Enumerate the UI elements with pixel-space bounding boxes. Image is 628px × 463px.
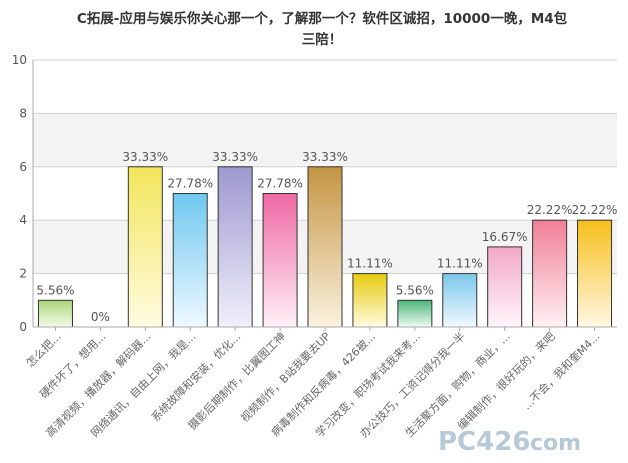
bar [172,193,208,328]
watermark-text: PC426 [438,427,530,457]
bar [487,246,523,328]
chart-title-line-2: 三陪！ [302,31,343,48]
chart-title-line-1: C拓展-应用与娱乐你关心那一个，了解那一个？软件区诚招，10000一晚，M4包 [77,10,568,27]
x-tick-label: ...不会，我和奎M4... [520,329,603,412]
data-label: 16.67% [482,230,528,244]
grid-band [33,113,617,167]
bar [397,299,433,328]
grid-band [33,60,617,114]
data-label: 33.33% [212,150,258,164]
y-tick-label: 4 [19,213,27,227]
bar [37,299,73,328]
x-tick-label: 怎么把... [23,329,64,370]
x-tick-label: 系统故障和安装，优化... [148,329,243,424]
data-label: 5.56% [36,283,74,297]
data-label: 0% [91,310,110,324]
y-tick-label: 0 [19,320,27,334]
y-tick-label: 10 [12,53,27,67]
bar [532,219,568,328]
data-label: 33.33% [122,150,168,164]
y-tick-label: 6 [19,160,27,174]
data-label: 22.22% [572,203,618,217]
bar [127,166,163,328]
bar [217,166,253,328]
data-label: 27.78% [257,177,303,191]
y-axis: 0 2 4 6 8 10 [12,53,34,334]
watermark-suffix: com [530,431,581,456]
watermark-logo: PC426 com [438,427,581,457]
x-axis: 怎么把...硬件坏了，想用...高清视频，播放器，解码器...网络通讯，自由上网… [23,326,617,440]
bars [37,166,613,328]
data-label: 27.78% [167,177,213,191]
data-label: 11.11% [437,257,483,271]
x-tick-label: 视频制作，B站我要去UP [237,329,333,425]
bar [307,166,343,328]
y-tick-label: 8 [19,106,27,120]
bar [262,193,298,328]
data-label: 5.56% [396,283,434,297]
y-tick-label: 2 [19,267,27,281]
bar [577,219,613,328]
bar [352,273,388,328]
data-label: 11.11% [347,257,393,271]
data-labels: 5.56% 0% 33.33% 27.78% 33.33% 27.78% 33.33% 11.… [36,150,617,324]
data-label: 33.33% [302,150,348,164]
data-label: 22.22% [527,203,573,217]
bar [442,273,478,328]
